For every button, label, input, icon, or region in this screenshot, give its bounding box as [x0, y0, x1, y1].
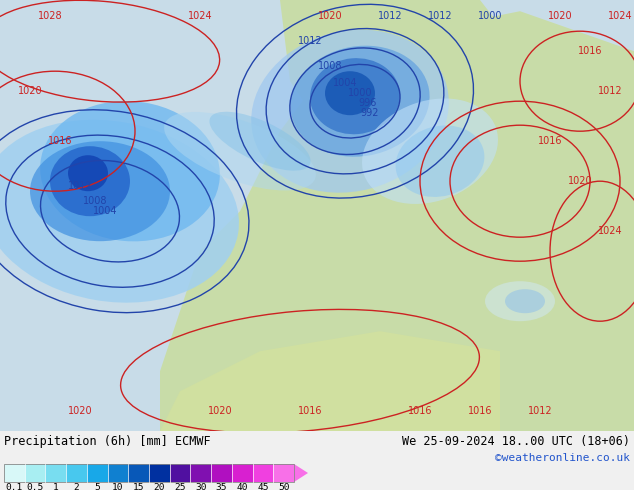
Bar [4, 464, 25, 482]
Ellipse shape [251, 30, 449, 193]
Text: 1: 1 [53, 483, 59, 490]
Ellipse shape [505, 289, 545, 313]
Ellipse shape [362, 98, 498, 204]
Text: 1012: 1012 [428, 11, 452, 21]
Text: 1028: 1028 [37, 11, 62, 21]
Bar [190, 464, 211, 482]
Text: 1020: 1020 [318, 11, 342, 21]
Text: 1000: 1000 [478, 11, 502, 21]
Text: 1012: 1012 [527, 406, 552, 416]
Text: 1020: 1020 [208, 406, 232, 416]
Bar [46, 464, 66, 482]
Bar [232, 464, 252, 482]
Ellipse shape [396, 125, 484, 197]
Ellipse shape [30, 141, 170, 241]
Text: 1020: 1020 [548, 11, 573, 21]
Ellipse shape [68, 155, 108, 191]
Bar [4, 464, 294, 482]
Text: 2: 2 [74, 483, 79, 490]
Text: ©weatheronline.co.uk: ©weatheronline.co.uk [495, 453, 630, 463]
Text: 1008: 1008 [318, 61, 342, 71]
Text: 996: 996 [359, 98, 377, 108]
Bar [149, 464, 170, 482]
Bar [128, 464, 149, 482]
Ellipse shape [325, 71, 375, 115]
Text: 10: 10 [112, 483, 124, 490]
Text: 30: 30 [195, 483, 207, 490]
Text: We 25-09-2024 18..00 UTC (18+06): We 25-09-2024 18..00 UTC (18+06) [402, 435, 630, 448]
Text: 20: 20 [153, 483, 165, 490]
Text: 1020: 1020 [567, 176, 592, 186]
Text: 50: 50 [278, 483, 289, 490]
Text: 1008: 1008 [83, 196, 107, 206]
Text: 0.1: 0.1 [6, 483, 23, 490]
Polygon shape [280, 0, 520, 111]
Text: 1012: 1012 [68, 181, 93, 191]
Text: 1016: 1016 [408, 406, 432, 416]
Text: 1012: 1012 [378, 11, 403, 21]
Ellipse shape [40, 101, 220, 242]
Text: Precipitation (6h) [mm] ECMWF: Precipitation (6h) [mm] ECMWF [4, 435, 210, 448]
Text: 45: 45 [257, 483, 269, 490]
Text: 1000: 1000 [348, 88, 372, 98]
Text: 1016: 1016 [468, 406, 492, 416]
Ellipse shape [485, 281, 555, 321]
Text: 35: 35 [216, 483, 227, 490]
Text: 1020: 1020 [68, 406, 93, 416]
Text: 1016: 1016 [578, 46, 602, 56]
Ellipse shape [50, 146, 130, 216]
Bar [273, 464, 294, 482]
Polygon shape [160, 11, 634, 431]
Bar [87, 464, 108, 482]
Ellipse shape [290, 46, 430, 157]
Text: 1016: 1016 [538, 136, 562, 146]
Text: 1004: 1004 [93, 206, 117, 216]
Bar [252, 464, 273, 482]
Text: 1024: 1024 [188, 11, 212, 21]
Ellipse shape [164, 112, 316, 191]
Polygon shape [294, 464, 308, 482]
Bar [170, 464, 190, 482]
Text: 1012: 1012 [598, 86, 623, 96]
Text: 1016: 1016 [298, 406, 322, 416]
Ellipse shape [0, 120, 239, 303]
Text: 25: 25 [174, 483, 186, 490]
Text: 1024: 1024 [607, 11, 632, 21]
Ellipse shape [209, 112, 311, 171]
Text: 40: 40 [236, 483, 248, 490]
Bar [25, 464, 46, 482]
Bar [108, 464, 128, 482]
Text: 0.5: 0.5 [27, 483, 44, 490]
Text: 1024: 1024 [598, 226, 623, 236]
Text: 1004: 1004 [333, 78, 357, 88]
Text: 1020: 1020 [18, 86, 42, 96]
Bar [211, 464, 232, 482]
Text: 15: 15 [133, 483, 145, 490]
Text: 1012: 1012 [298, 36, 322, 46]
Ellipse shape [310, 58, 400, 134]
Bar [66, 464, 87, 482]
Text: 5: 5 [94, 483, 100, 490]
Text: 992: 992 [361, 108, 379, 118]
Polygon shape [160, 331, 500, 431]
Text: 1016: 1016 [48, 136, 72, 146]
